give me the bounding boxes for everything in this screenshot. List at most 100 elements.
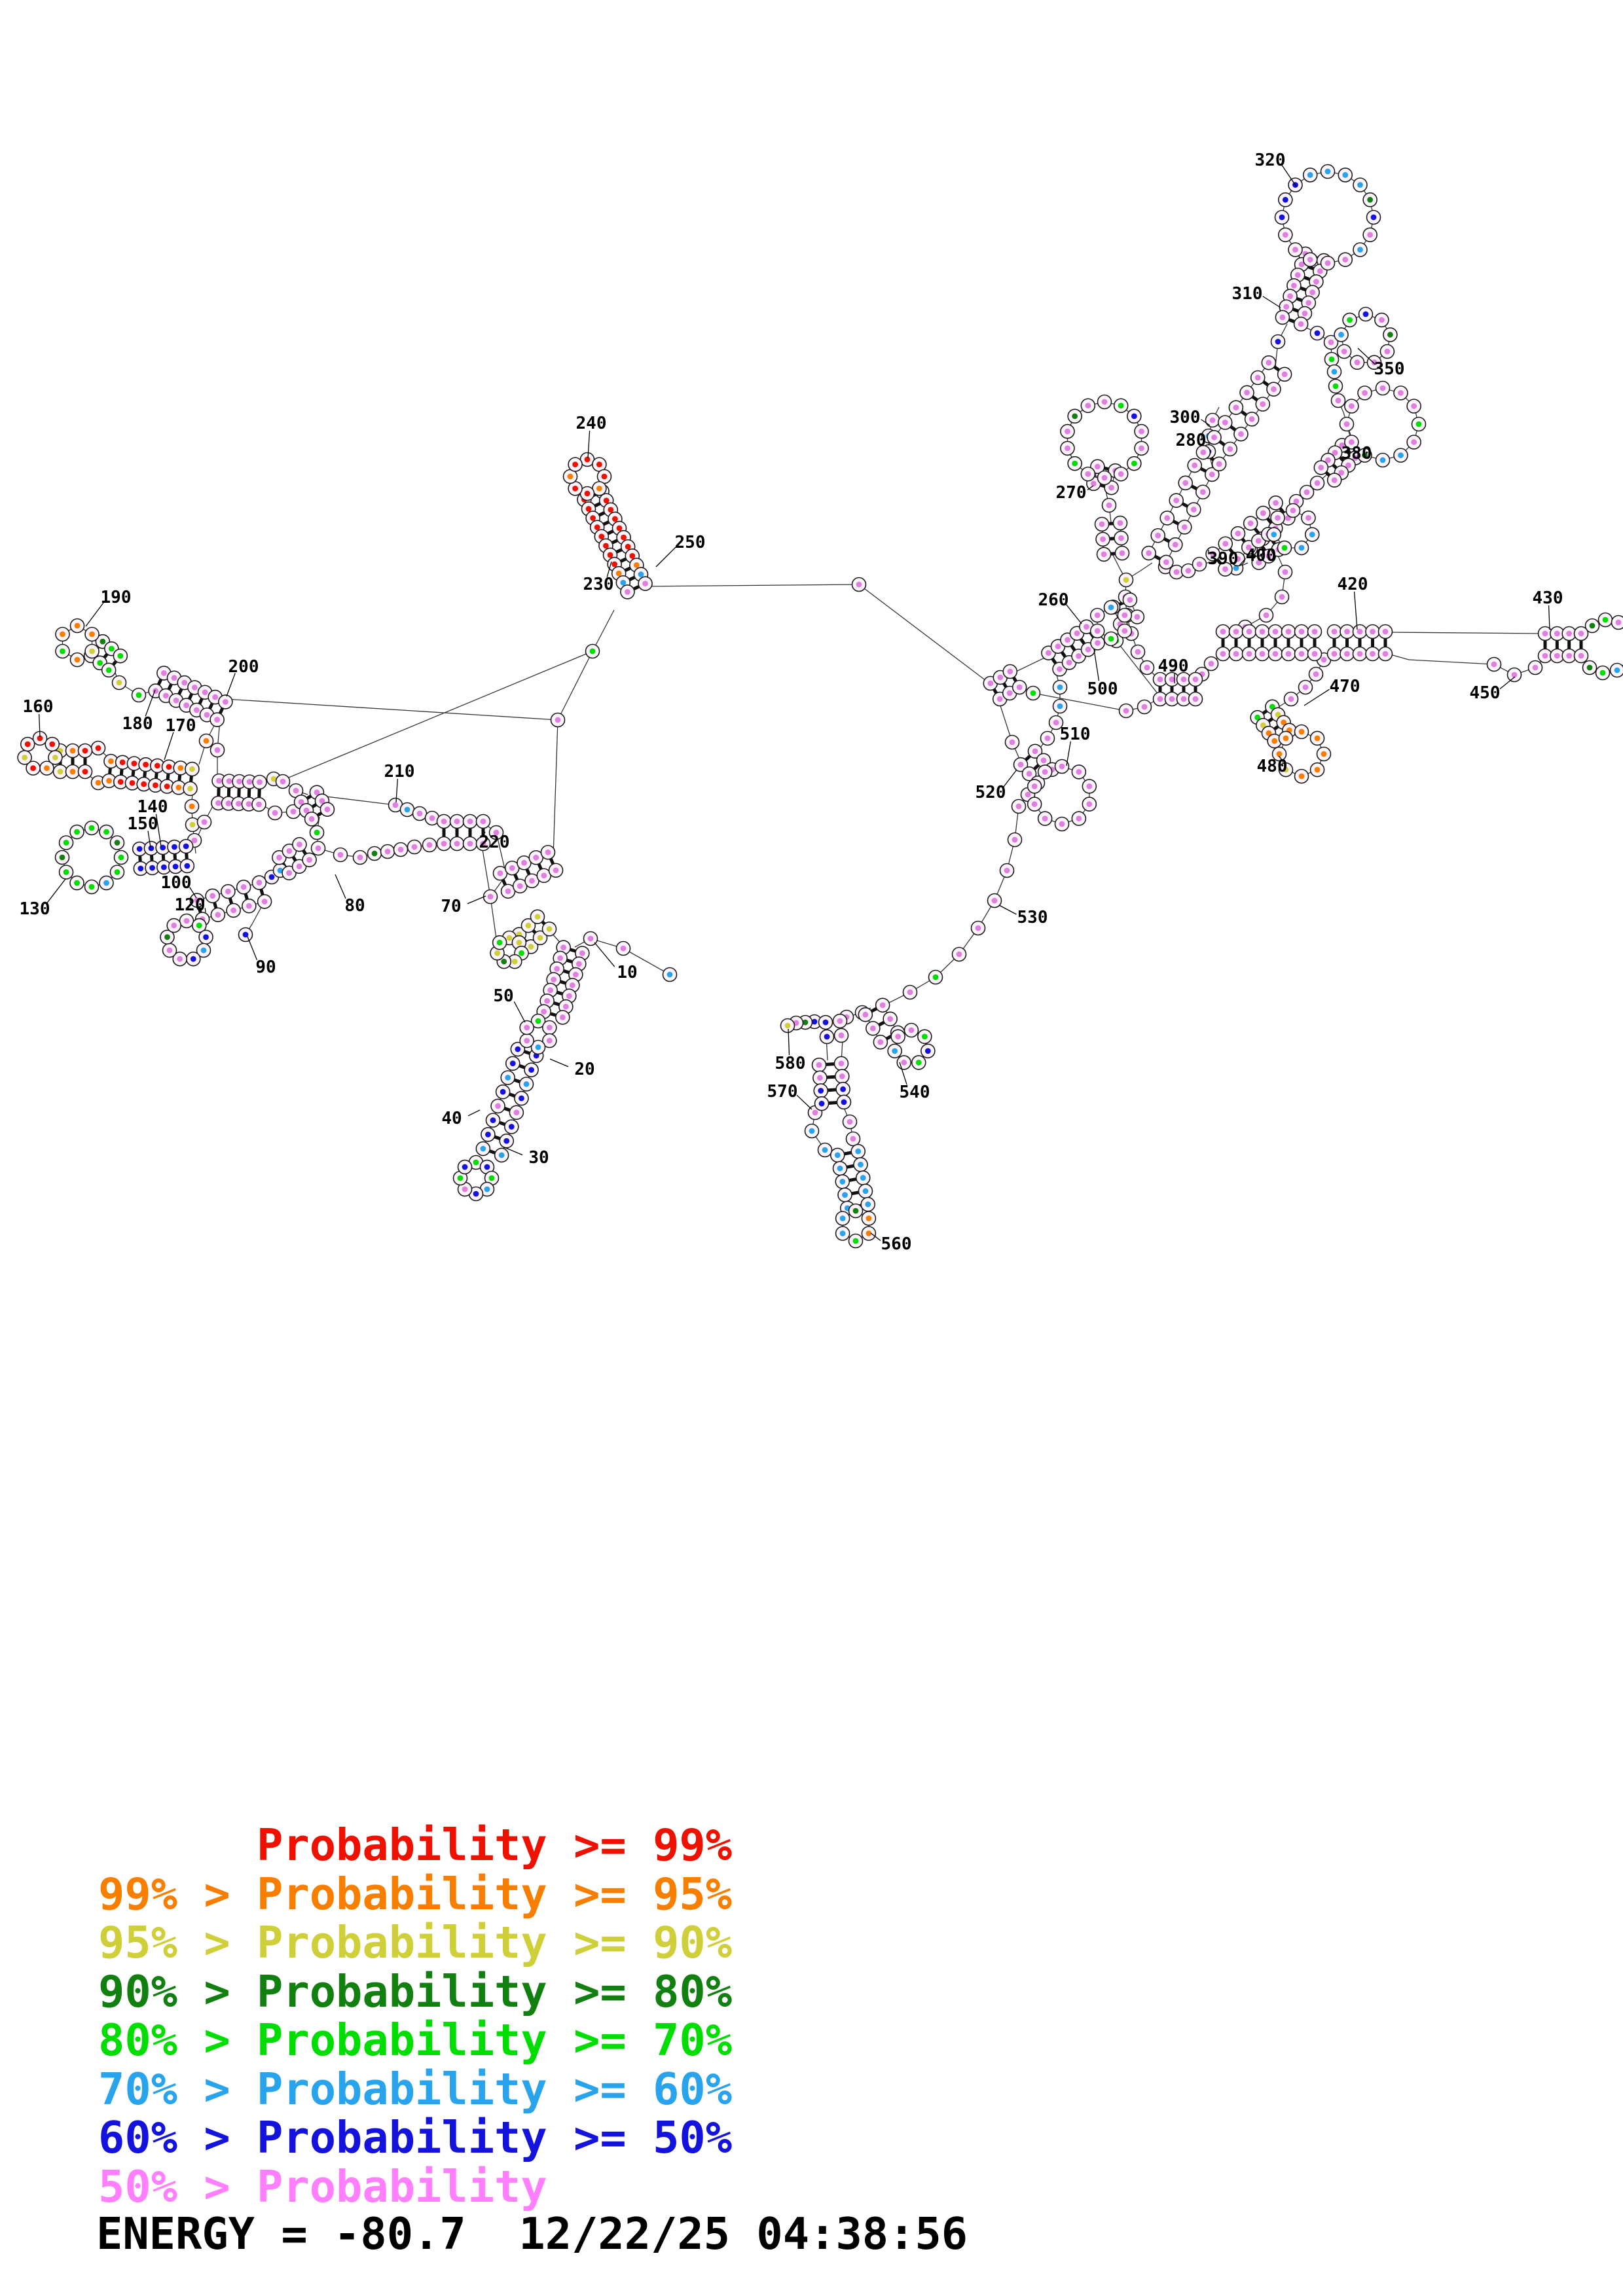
- nucleotide-color: [528, 943, 534, 950]
- nucleotide-color: [204, 711, 210, 718]
- nucleotide-color: [1233, 651, 1239, 657]
- nucleotide-color: [60, 648, 65, 655]
- nucleotide-color: [1298, 321, 1304, 327]
- nucleotide-color: [1370, 214, 1377, 221]
- nucleotide-color: [569, 982, 575, 988]
- nucleotide-color: [816, 1075, 823, 1081]
- nucleotide-color: [1314, 480, 1321, 486]
- nucleotide-color: [1285, 628, 1292, 635]
- position-label: 310: [1232, 284, 1263, 304]
- nucleotide-color: [908, 1027, 915, 1033]
- position-label: 200: [228, 657, 259, 677]
- nucleotide-color: [1348, 403, 1355, 409]
- nucleotide-color: [52, 754, 58, 761]
- nucleotide-color: [324, 806, 331, 813]
- nucleotide-color: [82, 747, 88, 754]
- nucleotide-color: [1057, 703, 1063, 709]
- nucleotide-color: [1139, 428, 1144, 435]
- nucleotide-color: [1347, 317, 1353, 323]
- nucleotide-color: [1106, 502, 1112, 509]
- nucleotide-color: [589, 648, 596, 655]
- nucleotide-color: [551, 977, 557, 983]
- nucleotide-color: [473, 1159, 479, 1166]
- nucleotide-color: [480, 840, 486, 847]
- nucleotide-color: [642, 581, 648, 587]
- nucleotide-color: [1085, 646, 1091, 653]
- nucleotide-color: [1324, 260, 1331, 266]
- nucleotide-color: [1046, 650, 1051, 656]
- nucleotide-color: [1065, 445, 1070, 452]
- nucleotide-color: [1339, 442, 1345, 448]
- nucleotide-color: [160, 864, 167, 870]
- nucleotide-color: [1233, 628, 1239, 635]
- nucleotide-color: [620, 579, 627, 586]
- nucleotide-color: [616, 525, 623, 531]
- nucleotide-color: [467, 818, 473, 825]
- nucleotide-color: [175, 784, 182, 791]
- nucleotide-color: [869, 1025, 876, 1031]
- nucleotide-color: [276, 854, 282, 861]
- nucleotide-color: [1362, 311, 1369, 317]
- nucleotide-color: [560, 944, 567, 951]
- nucleotide-color: [584, 490, 591, 497]
- nucleotide-color: [1233, 565, 1239, 571]
- nucleotide-color: [1586, 664, 1593, 671]
- nucleotide-color: [1259, 628, 1266, 635]
- nucleotide-color: [1331, 628, 1338, 635]
- nucleotide-color: [1348, 439, 1355, 445]
- nucleotide-color: [1222, 420, 1228, 425]
- nucleotide-color: [1589, 622, 1596, 629]
- nucleotide-color: [1025, 791, 1031, 798]
- nucleotide-color: [501, 958, 507, 965]
- nucleotide-color: [516, 939, 522, 946]
- nucleotide-color: [850, 1136, 856, 1142]
- nucleotide-color: [802, 1019, 809, 1026]
- nucleotide-color: [566, 993, 572, 999]
- nucleotide-color: [1139, 445, 1144, 452]
- nucleotide-color: [371, 850, 378, 857]
- nucleotide-color: [839, 1073, 845, 1079]
- nucleotide-color: [1298, 545, 1305, 551]
- nucleotide-color: [1094, 463, 1101, 470]
- nucleotide-color: [337, 852, 344, 858]
- nucleotide-color: [1321, 656, 1327, 663]
- nucleotide-color: [1342, 257, 1349, 263]
- nucleotide-color: [97, 660, 103, 666]
- nucleotide-color: [1292, 247, 1298, 253]
- nucleotide-color: [839, 1179, 846, 1185]
- position-label: 400: [1246, 546, 1277, 565]
- nucleotide-color: [164, 783, 170, 789]
- nucleotide-color: [114, 840, 120, 846]
- legend-line-90: 95% > Probability >= 90%: [98, 1917, 733, 1968]
- nucleotide-color: [1566, 630, 1573, 637]
- nucleotide-color: [1190, 507, 1197, 512]
- position-label: 20: [574, 1060, 594, 1079]
- nucleotide-color: [553, 867, 559, 874]
- nucleotide-color: [1357, 182, 1363, 188]
- nucleotide-color: [1192, 676, 1199, 683]
- nucleotide-color: [189, 766, 195, 772]
- nucleotide-color: [106, 778, 112, 784]
- nucleotide-color: [1309, 531, 1315, 538]
- nucleotide-color: [272, 810, 278, 816]
- nucleotide-color: [1260, 722, 1266, 728]
- nucleotide-color: [497, 870, 503, 876]
- nucleotide-color: [818, 1088, 824, 1094]
- nucleotide-color: [177, 764, 184, 771]
- nucleotide-color: [1044, 735, 1051, 742]
- nucleotide-color: [225, 888, 231, 895]
- nucleotide-color: [1118, 471, 1124, 477]
- nucleotide-color: [1100, 536, 1106, 543]
- nucleotide-color: [82, 768, 88, 775]
- energy-readout: ENERGY = -80.7 12/22/25 04:38:56: [96, 2208, 968, 2259]
- nucleotide-color: [1281, 719, 1287, 726]
- nucleotide-color: [879, 1002, 886, 1009]
- nucleotide-color: [515, 1046, 521, 1052]
- nucleotide-color: [816, 1062, 822, 1068]
- nucleotide-color: [545, 849, 551, 855]
- nucleotide-color: [404, 806, 410, 813]
- nucleotide-color: [416, 810, 423, 817]
- nucleotide-color: [1222, 566, 1228, 573]
- nucleotide-color: [533, 854, 539, 861]
- nucleotide-color: [196, 922, 202, 929]
